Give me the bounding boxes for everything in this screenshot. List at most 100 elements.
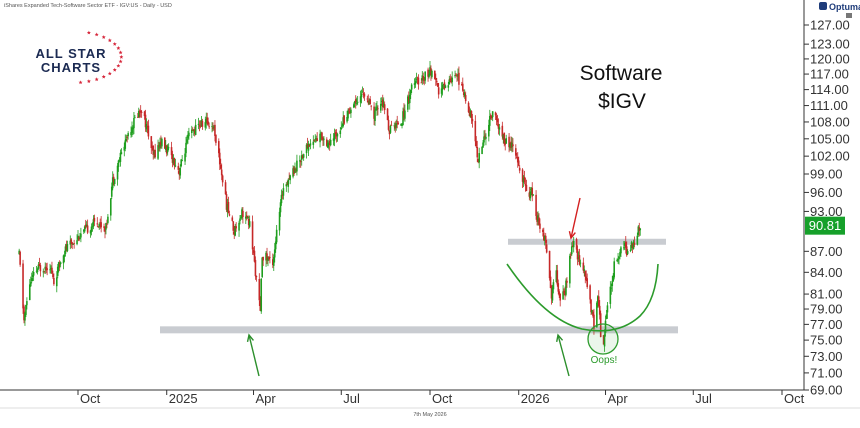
candle [161, 137, 163, 149]
candle-body [484, 135, 486, 137]
candle-body [79, 237, 81, 239]
candle [597, 290, 600, 308]
candle [444, 84, 447, 89]
candle [620, 245, 622, 258]
candle-body [440, 88, 443, 94]
candle-body [497, 123, 500, 129]
candle [167, 143, 170, 151]
candle-body [272, 259, 274, 266]
candle [170, 141, 173, 160]
y-tick: 105.00 [804, 131, 850, 146]
candle [502, 133, 505, 144]
candle [154, 143, 156, 159]
x-tick: Oct [781, 390, 805, 406]
candle-body [562, 291, 564, 300]
candle [340, 121, 343, 131]
candle-body [498, 127, 501, 130]
candle [275, 224, 278, 245]
candle-body [49, 269, 51, 271]
y-tick: 71.00 [804, 365, 843, 380]
candle [516, 152, 519, 168]
candle-body [292, 168, 294, 177]
candle [300, 150, 303, 166]
candle [56, 264, 59, 279]
chart-title: Software [580, 62, 663, 85]
candle [362, 88, 365, 99]
candle-body [309, 143, 312, 146]
candle-body [112, 176, 115, 182]
candle [521, 168, 524, 188]
candle [267, 256, 269, 267]
candle-body [571, 245, 574, 247]
y-tick-label: 117.00 [810, 67, 849, 82]
candle-body [302, 154, 305, 158]
candle [598, 300, 601, 320]
candle-body [71, 242, 74, 245]
candle [590, 298, 592, 316]
candle-body [407, 96, 409, 110]
candle-body [597, 296, 599, 305]
candle-body [130, 132, 132, 136]
candle [389, 124, 392, 134]
candle [613, 257, 615, 280]
candle [70, 238, 73, 248]
y-tick: 120.00 [804, 51, 850, 66]
candle-body [435, 80, 438, 83]
candle-body [287, 179, 290, 187]
candle-body [355, 103, 358, 104]
candle [69, 235, 72, 250]
candle-body [58, 264, 61, 266]
candle-body [582, 262, 585, 271]
candle [530, 187, 533, 195]
candle [245, 211, 248, 221]
candle-body [575, 239, 578, 250]
candle [417, 74, 420, 90]
candle-body [529, 191, 532, 199]
candle-body [38, 263, 41, 267]
candle-body [577, 257, 580, 259]
x-tick-label: Apr [608, 391, 629, 406]
star-icon [94, 77, 99, 82]
candle [610, 283, 613, 295]
candle-body [437, 87, 440, 95]
candle-body [232, 221, 235, 231]
candle-body [267, 257, 269, 261]
chart-header: iShares Expanded Tech-Software Sector ET… [4, 3, 172, 9]
candle-body [120, 152, 123, 155]
candle [30, 272, 33, 284]
star-icon [78, 80, 83, 85]
candle-body [109, 198, 112, 216]
candle [420, 78, 423, 84]
candle-body [312, 141, 315, 145]
candle [409, 89, 412, 100]
candle [72, 243, 74, 245]
candle [431, 69, 433, 79]
candle [508, 133, 510, 153]
candle-body [134, 117, 136, 119]
candle-body [461, 83, 464, 91]
candle [43, 270, 46, 274]
candle [339, 127, 342, 138]
candle [442, 83, 445, 89]
y-tick-label: 96.00 [810, 185, 843, 200]
candle-body [157, 145, 159, 159]
candle [80, 227, 82, 243]
candle [633, 236, 636, 248]
candle-body [557, 283, 560, 292]
candle-body [320, 133, 322, 135]
candle [476, 140, 479, 163]
candle-body [172, 158, 175, 164]
candle [477, 158, 480, 164]
candle-body [99, 222, 101, 224]
candle-body [255, 276, 258, 278]
candle [307, 140, 310, 157]
candle-body [212, 127, 214, 129]
candle [356, 95, 359, 106]
candle-body [410, 84, 413, 90]
candle-body [512, 144, 514, 147]
y-tick: 108.00 [804, 114, 850, 129]
candle [443, 79, 446, 91]
candle [184, 147, 186, 165]
candle-body [51, 267, 53, 274]
star-icon [118, 50, 123, 55]
